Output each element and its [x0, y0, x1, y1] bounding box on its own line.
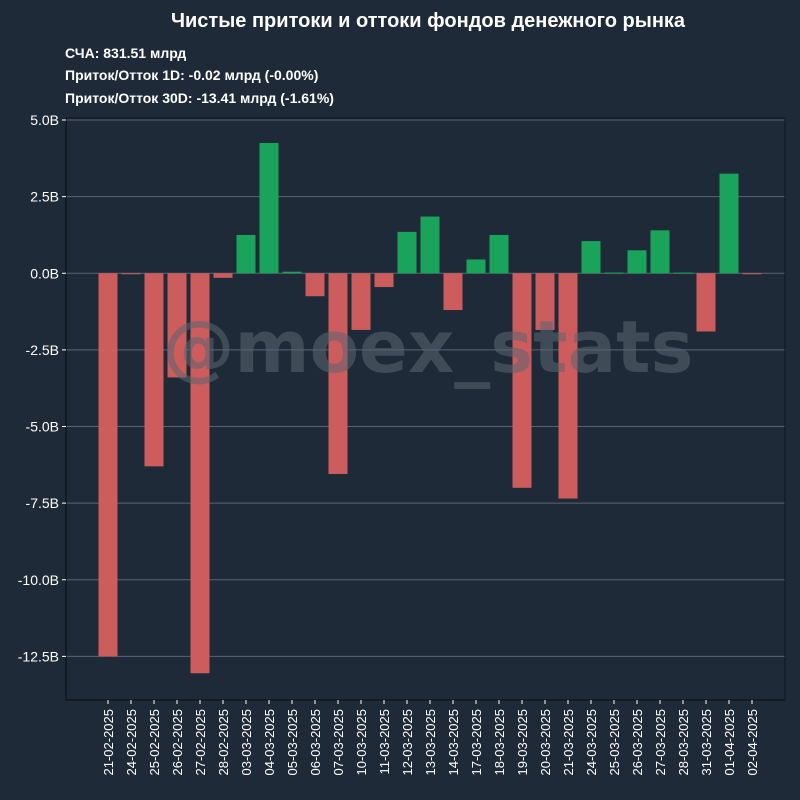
x-tick-label-11-03-2025: 11-03-2025	[377, 709, 392, 775]
stat-flow-1d: Приток/Отток 1D: -0.02 млрд (-0.00%)	[65, 67, 318, 83]
bar-26-02-2025	[167, 273, 187, 378]
bar-04-03-2025	[259, 142, 279, 274]
bar-01-04-2025	[719, 173, 739, 274]
watermark-text: @moex_stats	[163, 305, 694, 389]
bar-21-02-2025	[98, 273, 118, 657]
x-tick-label-19-03-2025: 19-03-2025	[515, 709, 530, 776]
x-tick-label-12-03-2025: 12-03-2025	[400, 709, 415, 776]
y-tick-label-7: -12.5B	[18, 648, 59, 664]
y-tick-labels: 5.0B 2.5B 0.0B -2.5B -5.0B -7.5B -10.0B -12.5B	[18, 112, 66, 664]
y-tick-label-1: 2.5B	[30, 189, 59, 205]
bar-27-02-2025	[190, 273, 210, 674]
bar-14-03-2025	[443, 273, 463, 311]
x-tick-label-06-03-2025: 06-03-2025	[308, 709, 323, 776]
bar-02-04-2025	[742, 273, 762, 275]
bar-18-03-2025	[489, 234, 509, 274]
x-tick-label-07-03-2025: 07-03-2025	[331, 709, 346, 776]
x-tick-label-24-02-2025: 24-02-2025	[124, 709, 139, 776]
bar-20-03-2025	[535, 273, 555, 330]
bar-07-03-2025	[328, 273, 348, 475]
x-tick-label-18-03-2025: 18-03-2025	[492, 709, 507, 776]
y-tick-label-5: -7.5B	[26, 495, 59, 511]
bar-24-02-2025	[121, 273, 141, 275]
x-tick-label-27-03-2025: 27-03-2025	[653, 709, 668, 776]
x-tick-label-04-03-2025: 04-03-2025	[262, 709, 277, 776]
x-tick-labels: 21-02-2025 24-02-2025 25-02-2025 26-02-2025…	[101, 700, 760, 776]
y-tick-label-3: -2.5B	[26, 342, 59, 358]
stat-flow-30d: Приток/Отток 30D: -13.41 млрд (-1.61%)	[65, 90, 334, 106]
bar-19-03-2025	[512, 273, 532, 488]
x-tick-label-28-02-2025: 28-02-2025	[216, 709, 231, 776]
bar-21-03-2025	[558, 273, 578, 499]
bar-27-03-2025	[650, 230, 670, 274]
bar-05-03-2025	[282, 271, 302, 274]
y-tick-label-2: 0.0B	[30, 265, 59, 281]
bar-25-03-2025	[604, 272, 624, 274]
x-tick-label-10-03-2025: 10-03-2025	[354, 709, 369, 776]
y-tick-label-6: -10.0B	[18, 572, 59, 588]
y-tick-label-0: 5.0B	[30, 112, 59, 128]
chart-title: Чистые притоки и оттоки фондов денежного…	[171, 10, 686, 32]
bar-26-03-2025	[627, 250, 647, 274]
bar-06-03-2025	[305, 273, 325, 297]
bar-10-03-2025	[351, 273, 371, 330]
x-tick-label-20-03-2025: 20-03-2025	[538, 709, 553, 776]
x-tick-label-26-02-2025: 26-02-2025	[170, 709, 185, 776]
stat-nav: СЧА: 831.51 млрд	[65, 45, 186, 61]
x-tick-label-25-03-2025: 25-03-2025	[607, 709, 622, 776]
x-tick-label-02-04-2025: 02-04-2025	[745, 709, 760, 776]
bar-25-02-2025	[144, 273, 164, 467]
x-tick-label-25-02-2025: 25-02-2025	[147, 709, 162, 776]
x-tick-label-03-03-2025: 03-03-2025	[239, 709, 254, 776]
bars	[98, 142, 762, 674]
x-tick-label-14-03-2025: 14-03-2025	[446, 709, 461, 776]
x-tick-label-13-03-2025: 13-03-2025	[423, 709, 438, 776]
bar-28-03-2025	[673, 272, 693, 274]
bar-31-03-2025	[696, 273, 716, 332]
x-tick-label-28-03-2025: 28-03-2025	[676, 709, 691, 776]
bar-11-03-2025	[374, 273, 394, 288]
x-tick-label-21-03-2025: 21-03-2025	[561, 709, 576, 776]
x-tick-label-27-02-2025: 27-02-2025	[193, 709, 208, 776]
bar-13-03-2025	[420, 216, 440, 274]
bar-03-03-2025	[236, 234, 256, 274]
bar-24-03-2025	[581, 241, 601, 274]
x-tick-label-17-03-2025: 17-03-2025	[469, 709, 484, 776]
x-tick-label-21-02-2025: 21-02-2025	[101, 709, 116, 776]
axes	[65, 117, 786, 701]
x-tick-label-26-03-2025: 26-03-2025	[630, 709, 645, 776]
bar-12-03-2025	[397, 231, 417, 274]
x-tick-label-05-03-2025: 05-03-2025	[285, 709, 300, 776]
x-tick-label-01-04-2025: 01-04-2025	[722, 709, 737, 776]
x-tick-label-31-03-2025: 31-03-2025	[699, 709, 714, 776]
bar-17-03-2025	[466, 259, 486, 274]
y-tick-label-4: -5.0B	[26, 419, 59, 435]
bar-28-02-2025	[213, 273, 233, 278]
x-tick-label-24-03-2025: 24-03-2025	[584, 709, 599, 776]
